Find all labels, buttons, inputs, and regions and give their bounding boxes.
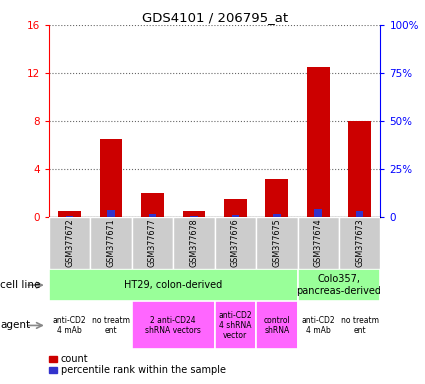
Bar	[348, 121, 371, 217]
Bar	[339, 217, 380, 269]
Text: GSM377675: GSM377675	[272, 218, 281, 267]
Text: agent: agent	[0, 320, 31, 331]
Bar	[66, 216, 74, 217]
Bar	[215, 217, 256, 269]
Bar	[49, 301, 90, 349]
Bar	[58, 211, 81, 217]
Text: GSM377677: GSM377677	[148, 218, 157, 267]
Bar	[182, 211, 205, 217]
Text: GSM377674: GSM377674	[314, 218, 323, 267]
Text: anti-CD2
4 mAb: anti-CD2 4 mAb	[301, 316, 335, 335]
Bar	[298, 217, 339, 269]
Bar	[132, 217, 173, 269]
Bar	[149, 214, 156, 217]
Bar	[256, 217, 298, 269]
Bar	[307, 67, 330, 217]
Bar	[49, 356, 57, 362]
Bar	[356, 211, 363, 217]
Bar	[265, 179, 288, 217]
Text: cell line: cell line	[0, 280, 41, 290]
Bar	[298, 301, 339, 349]
Bar	[215, 301, 256, 349]
Title: GDS4101 / 206795_at: GDS4101 / 206795_at	[142, 11, 288, 24]
Text: count: count	[61, 354, 88, 364]
Bar	[224, 199, 247, 217]
Text: GSM377676: GSM377676	[231, 218, 240, 267]
Bar	[173, 217, 215, 269]
Text: 2 anti-CD24
shRNA vectors: 2 anti-CD24 shRNA vectors	[145, 316, 201, 335]
Text: GSM377673: GSM377673	[355, 218, 364, 267]
Bar	[298, 269, 380, 301]
Bar	[90, 217, 132, 269]
Bar	[49, 269, 298, 301]
Bar	[99, 139, 122, 217]
Bar	[314, 209, 322, 217]
Bar	[190, 216, 198, 217]
Bar	[273, 214, 281, 217]
Text: HT29, colon-derived: HT29, colon-derived	[124, 280, 222, 290]
Text: no treatm
ent: no treatm ent	[92, 316, 130, 335]
Bar	[256, 301, 298, 349]
Bar	[49, 367, 57, 373]
Text: anti-CD2
4 mAb: anti-CD2 4 mAb	[53, 316, 86, 335]
Text: control
shRNA: control shRNA	[264, 316, 290, 335]
Bar	[141, 193, 164, 217]
Text: GSM377678: GSM377678	[190, 218, 198, 267]
Text: percentile rank within the sample: percentile rank within the sample	[61, 365, 226, 375]
Bar	[339, 301, 380, 349]
Bar	[232, 215, 239, 217]
Bar	[90, 301, 132, 349]
Text: Colo357,
pancreas-derived: Colo357, pancreas-derived	[296, 274, 382, 296]
Bar	[132, 301, 215, 349]
Bar	[107, 210, 115, 217]
Text: GSM377672: GSM377672	[65, 218, 74, 267]
Text: anti-CD2
4 shRNA
vector: anti-CD2 4 shRNA vector	[218, 311, 252, 340]
Text: GSM377671: GSM377671	[107, 218, 116, 267]
Bar	[49, 217, 90, 269]
Text: no treatm
ent: no treatm ent	[341, 316, 379, 335]
